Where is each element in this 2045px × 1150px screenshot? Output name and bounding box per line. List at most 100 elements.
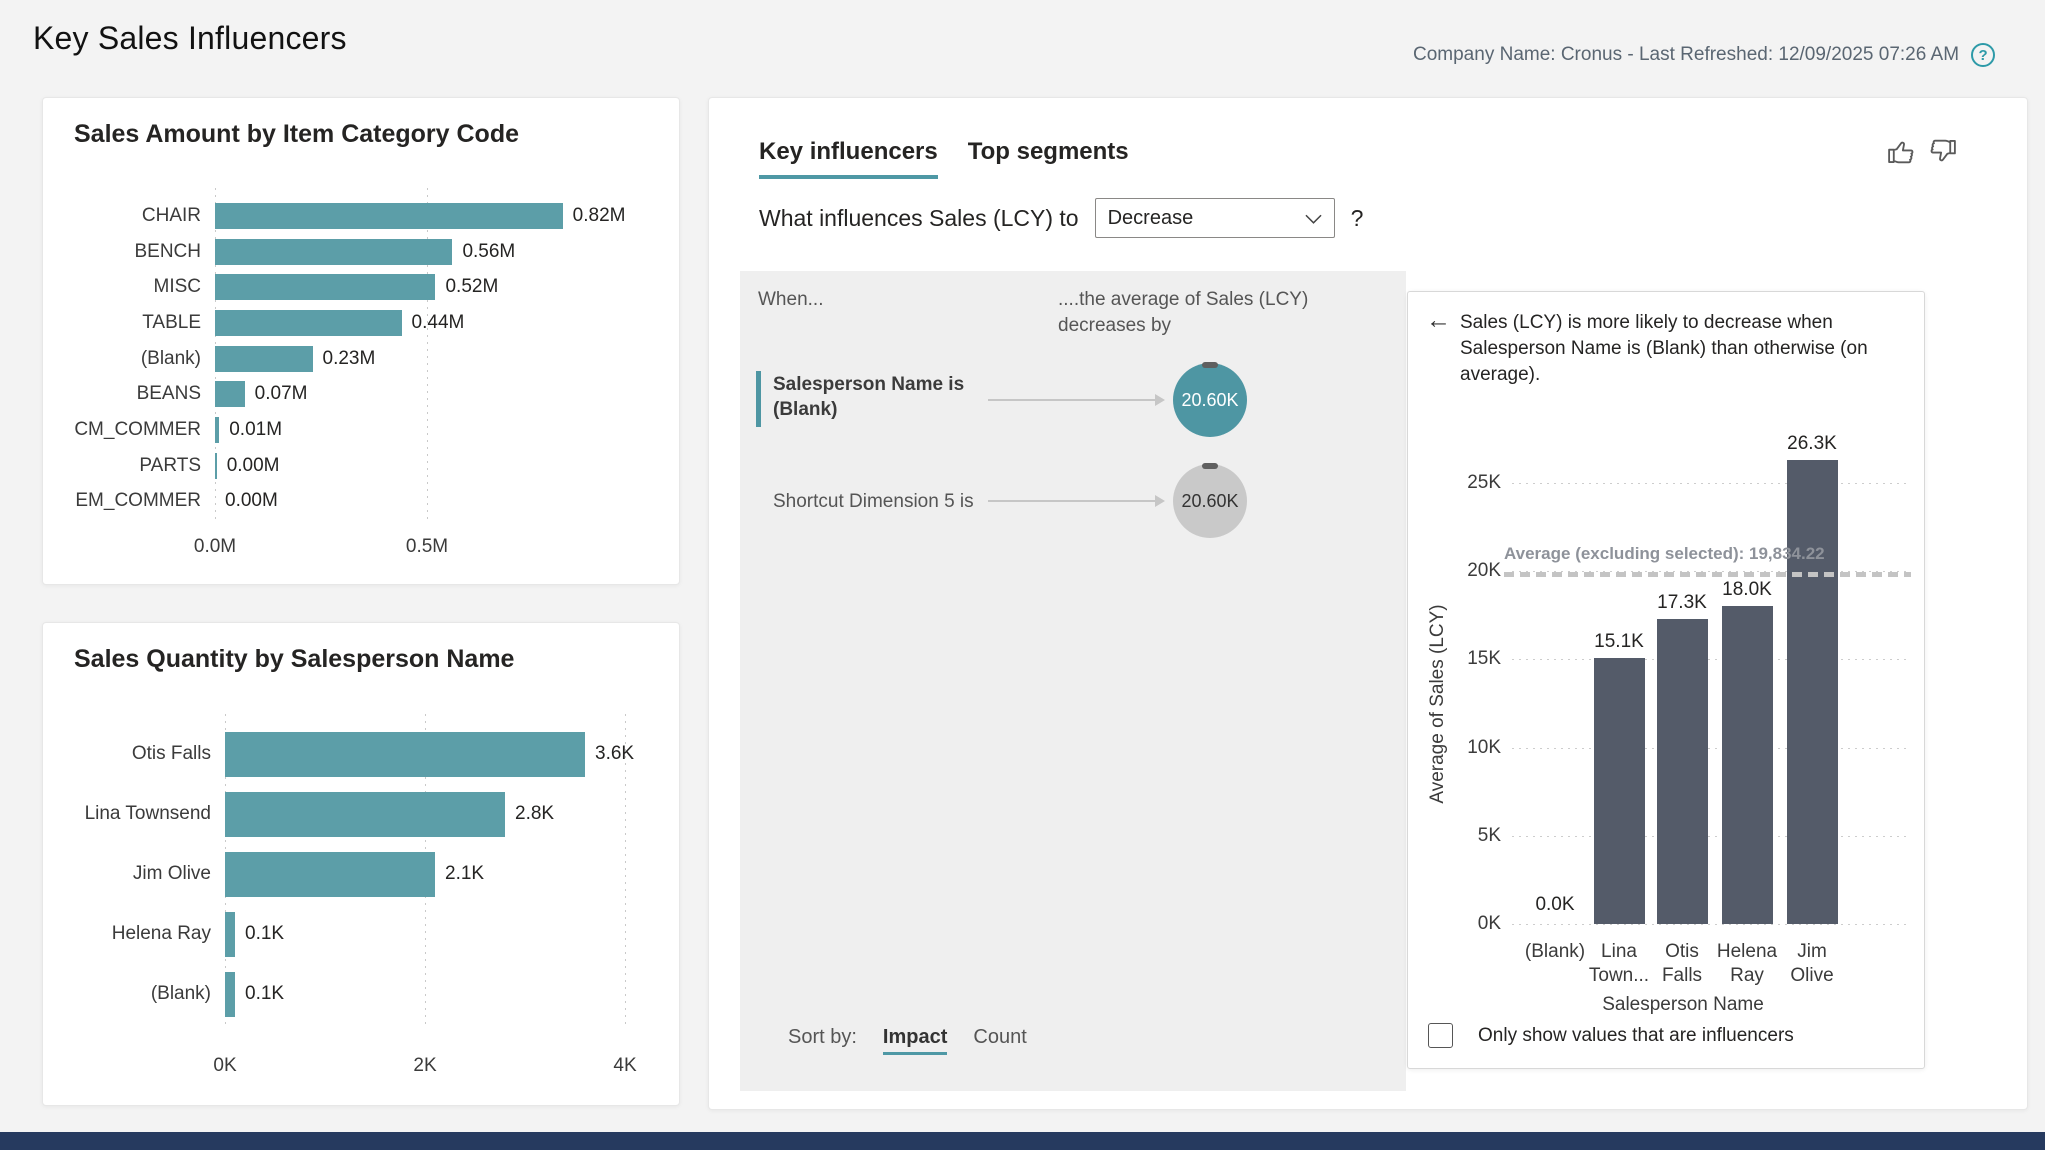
category-label: CHAIR bbox=[141, 204, 201, 226]
bar[interactable] bbox=[1786, 460, 1838, 924]
category-label: Lina Town... bbox=[1588, 941, 1650, 986]
bar[interactable] bbox=[215, 309, 402, 336]
bar-value-label: 0.07M bbox=[254, 383, 308, 405]
bar[interactable] bbox=[215, 381, 245, 408]
page-title: Key Sales Influencers bbox=[33, 20, 347, 56]
sort-option-impact[interactable]: Impact bbox=[882, 1026, 948, 1055]
influence-question-row: What influences Sales (LCY) to Decrease … bbox=[759, 198, 1363, 238]
bar-value-label: 3.6K bbox=[595, 743, 635, 764]
bar-value-label: 0.01M bbox=[229, 419, 283, 441]
company-refresh-text: Company Name: Cronus - Last Refreshed: 1… bbox=[1413, 44, 1960, 65]
sales-amount-chart: CHAIR 0.82M BENCH 0.56M MISC 0.52M TABLE 0.44M (… bbox=[43, 98, 679, 584]
grid-line bbox=[1512, 835, 1907, 837]
influencers-panel: When... ....the average of Sales (LCY) d… bbox=[740, 271, 1406, 1091]
card-sales-quantity-by-salesperson: Sales Quantity by Salesperson Name Otis … bbox=[42, 622, 680, 1106]
sales-quantity-chart: Otis Falls 3.6K Lina Townsend 2.8K Jim Olive… bbox=[43, 623, 679, 1105]
bar[interactable] bbox=[1656, 618, 1708, 924]
thumb-down-icon[interactable] bbox=[1927, 138, 1957, 170]
chart-title: Sales Amount by Item Category Code bbox=[74, 120, 519, 148]
bar[interactable] bbox=[215, 202, 563, 229]
card-sales-amount-by-item-category: Sales Amount by Item Category Code CHAIR… bbox=[42, 97, 680, 585]
help-icon[interactable]: ? bbox=[1971, 43, 1996, 67]
only-influencers-checkbox[interactable] bbox=[1428, 1023, 1453, 1048]
bar-value-label: 15.1K bbox=[1594, 630, 1644, 652]
feedback-icons bbox=[1887, 138, 1957, 170]
category-label: Jim Olive bbox=[1790, 941, 1834, 986]
tab-key-influencers[interactable]: Key influencers bbox=[759, 138, 938, 179]
category-label: MISC bbox=[153, 276, 202, 298]
influencer-condition[interactable]: (Blank) bbox=[773, 399, 838, 420]
influencer-tabs: Key influencers Top segments bbox=[759, 138, 1129, 179]
average-caption: ....the average of Sales (LCY) decreases… bbox=[1058, 289, 1309, 336]
average-reference-line bbox=[1504, 572, 1911, 578]
bottom-bar bbox=[0, 1132, 2045, 1150]
bar[interactable] bbox=[215, 274, 436, 301]
axis-tick-label: 20K bbox=[1467, 560, 1501, 582]
bar[interactable] bbox=[215, 417, 220, 444]
axis-tick-label: 0.0M bbox=[193, 536, 237, 558]
question-prefix: What influences Sales (LCY) to bbox=[759, 204, 1079, 231]
influencer-arrow bbox=[988, 495, 1165, 507]
sort-by-row: Sort by: Impact Count bbox=[788, 1026, 1027, 1055]
bar-value-label: 0.00M bbox=[226, 454, 280, 476]
axis-tick-label: 15K bbox=[1467, 648, 1501, 670]
bar[interactable] bbox=[1593, 657, 1645, 924]
influencer-detail-card: ← Sales (LCY) is more likely to decrease… bbox=[1407, 291, 1925, 1069]
category-label: (Blank) bbox=[140, 347, 201, 369]
chevron-down-icon bbox=[1305, 207, 1322, 230]
bar-value-label: 0.52M bbox=[445, 276, 499, 298]
influencer-condition[interactable]: Salesperson Name is bbox=[773, 374, 965, 395]
grid-line bbox=[1512, 571, 1907, 573]
bar-value-label: 0.1K bbox=[245, 923, 285, 944]
axis-tick-label: 0K bbox=[213, 1055, 237, 1076]
influencer-bubble[interactable]: 20.60K bbox=[1173, 463, 1247, 538]
bar[interactable] bbox=[215, 452, 217, 479]
key-influencers-visual: Key influencers Top segments What influe… bbox=[708, 97, 2028, 1110]
grid-line bbox=[1512, 924, 1907, 925]
bar-value-label: 18.0K bbox=[1722, 579, 1772, 601]
axis-tick-label: 10K bbox=[1467, 736, 1501, 758]
grid-line bbox=[625, 714, 626, 1028]
axis-tick-label: 0.5M bbox=[405, 536, 449, 558]
bar[interactable] bbox=[1721, 606, 1773, 924]
back-arrow-icon[interactable]: ← bbox=[1426, 306, 1451, 334]
axis-tick-label: 0K bbox=[1477, 913, 1501, 934]
question-mark-text[interactable]: ? bbox=[1350, 204, 1364, 231]
influencer-arrow bbox=[988, 394, 1165, 406]
grid-line bbox=[1512, 483, 1907, 484]
header-meta: Company Name: Cronus - Last Refreshed: 1… bbox=[1413, 43, 1996, 67]
bar-value-label: 0.82M bbox=[572, 204, 626, 226]
influencer-condition[interactable]: Shortcut Dimension 5 is bbox=[773, 491, 974, 512]
category-label: PARTS bbox=[139, 454, 201, 476]
category-label: CM_COMMER bbox=[74, 419, 201, 441]
category-label: (Blank) bbox=[150, 983, 211, 1004]
bar[interactable] bbox=[225, 731, 585, 777]
direction-dropdown[interactable]: Decrease bbox=[1094, 198, 1335, 238]
checkbox-label: Only show values that are influencers bbox=[1478, 1025, 1794, 1046]
tab-top-segments[interactable]: Top segments bbox=[967, 138, 1129, 165]
sort-by-label: Sort by: bbox=[788, 1026, 857, 1048]
thumb-up-icon[interactable] bbox=[1887, 138, 1917, 170]
when-label: When... bbox=[758, 289, 824, 310]
bar-value-label: 2.1K bbox=[445, 863, 485, 884]
bar[interactable] bbox=[225, 791, 505, 837]
influencer-bubble[interactable]: 20.60K bbox=[1173, 362, 1247, 437]
bar[interactable] bbox=[225, 851, 435, 897]
bar[interactable] bbox=[215, 345, 313, 372]
category-label: Helena Ray bbox=[111, 923, 211, 944]
detail-headline: Sales (LCY) is more likely to decrease w… bbox=[1460, 312, 1868, 385]
axis-tick-label: 25K bbox=[1467, 472, 1501, 493]
bar[interactable] bbox=[215, 238, 453, 265]
bar[interactable] bbox=[225, 971, 235, 1017]
average-reference-label: Average (excluding selected): 19,834.22 bbox=[1504, 544, 1825, 564]
axis-tick-label: 2K bbox=[413, 1055, 437, 1076]
grid-line bbox=[1512, 659, 1907, 661]
sort-option-count[interactable]: Count bbox=[973, 1026, 1027, 1048]
grid-line bbox=[427, 188, 428, 524]
axis-tick-label: 5K bbox=[1477, 824, 1501, 846]
category-label: Jim Olive bbox=[132, 863, 211, 884]
category-label: TABLE bbox=[142, 311, 201, 333]
y-axis-title: Average of Sales (LCY) bbox=[1427, 604, 1448, 804]
bar[interactable] bbox=[225, 911, 235, 957]
